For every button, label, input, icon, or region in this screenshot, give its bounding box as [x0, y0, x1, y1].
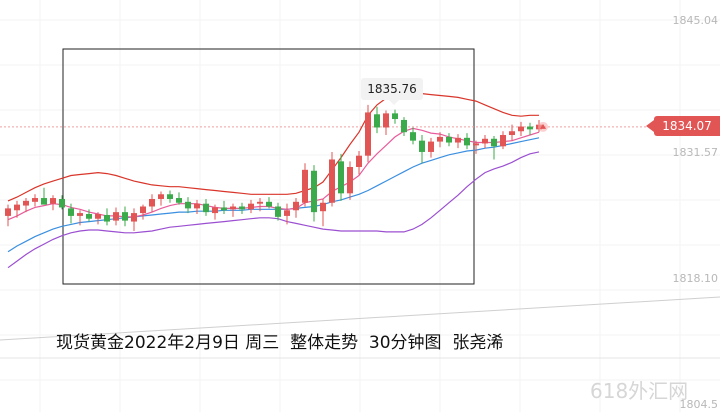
candle-body	[491, 138, 497, 147]
high-price-callout: 1835.76	[361, 78, 423, 105]
candle-body	[131, 213, 137, 222]
candle-body	[374, 114, 380, 128]
candle-body	[266, 201, 272, 207]
candle-body	[302, 169, 308, 203]
candle-body	[509, 131, 515, 136]
candle-body	[140, 206, 146, 214]
price-axis-label-top: 1845.04	[672, 14, 719, 27]
candle-body	[59, 198, 65, 208]
candle-body	[86, 214, 92, 219]
candle-body	[41, 198, 47, 205]
moving-average-long-line	[7, 137, 540, 253]
candle-body	[104, 214, 110, 222]
watermark-text: 618外汇网	[590, 379, 689, 403]
candle-body	[68, 208, 74, 216]
candle-body	[275, 206, 281, 217]
candle-body	[338, 161, 344, 194]
candle-body	[185, 201, 191, 209]
price-axis-label-2: 1818.10	[672, 272, 719, 285]
price-axis-label-bottom: 1804.5	[679, 398, 719, 411]
candle-body	[95, 214, 101, 219]
candle-body	[23, 200, 29, 206]
candle-body	[248, 203, 254, 210]
candle-body	[221, 207, 227, 211]
current-price-tag: 1834.07	[646, 116, 720, 136]
candle-body	[176, 198, 182, 203]
candle-body	[518, 126, 524, 132]
candle-body	[455, 137, 461, 143]
candle-body	[203, 203, 209, 213]
candle-body	[428, 141, 434, 152]
candle-body	[77, 213, 83, 216]
candle-body	[527, 126, 533, 130]
bollinger-lower-line	[7, 151, 540, 269]
candle-body	[329, 159, 335, 203]
candle-body	[158, 194, 164, 199]
candle-body	[239, 206, 245, 210]
candle-body	[149, 198, 155, 207]
candle-body	[437, 136, 443, 142]
candle-body	[194, 203, 200, 209]
candle-body	[383, 113, 389, 128]
candle-body	[230, 206, 236, 210]
highlight-box	[62, 48, 475, 285]
candle-body	[410, 132, 416, 141]
candle-body	[464, 137, 470, 146]
candle-body	[113, 212, 119, 221]
candle-body	[320, 202, 326, 212]
candle-body	[5, 208, 11, 216]
price-axis-label-1: 1831.57	[672, 146, 719, 159]
candle-body	[122, 212, 128, 221]
candle-body	[311, 170, 317, 213]
trend-baseline-line	[0, 296, 720, 341]
candle-body	[500, 135, 506, 147]
candle-body	[293, 201, 299, 211]
candle-body	[347, 166, 353, 194]
candle-body	[50, 198, 56, 204]
candle-body	[473, 143, 479, 146]
candle-body	[365, 112, 371, 156]
candle-body	[446, 136, 452, 143]
candle-body	[167, 194, 173, 199]
candle-body	[392, 113, 398, 120]
chart-caption: 现货黄金2022年2月9日 周三 整体走势 30分钟图 张尧浠	[56, 333, 504, 353]
candle-body	[482, 138, 488, 144]
bollinger-upper-line	[7, 92, 539, 202]
candle-body	[212, 207, 218, 214]
candle-body	[401, 119, 407, 133]
candle-body	[284, 210, 290, 216]
candle-body	[14, 204, 20, 211]
last-price-arrow-icon	[540, 123, 546, 129]
candle-body	[257, 201, 263, 204]
candle-body	[419, 140, 425, 152]
candle-body	[356, 155, 362, 167]
candle-body	[32, 198, 38, 202]
